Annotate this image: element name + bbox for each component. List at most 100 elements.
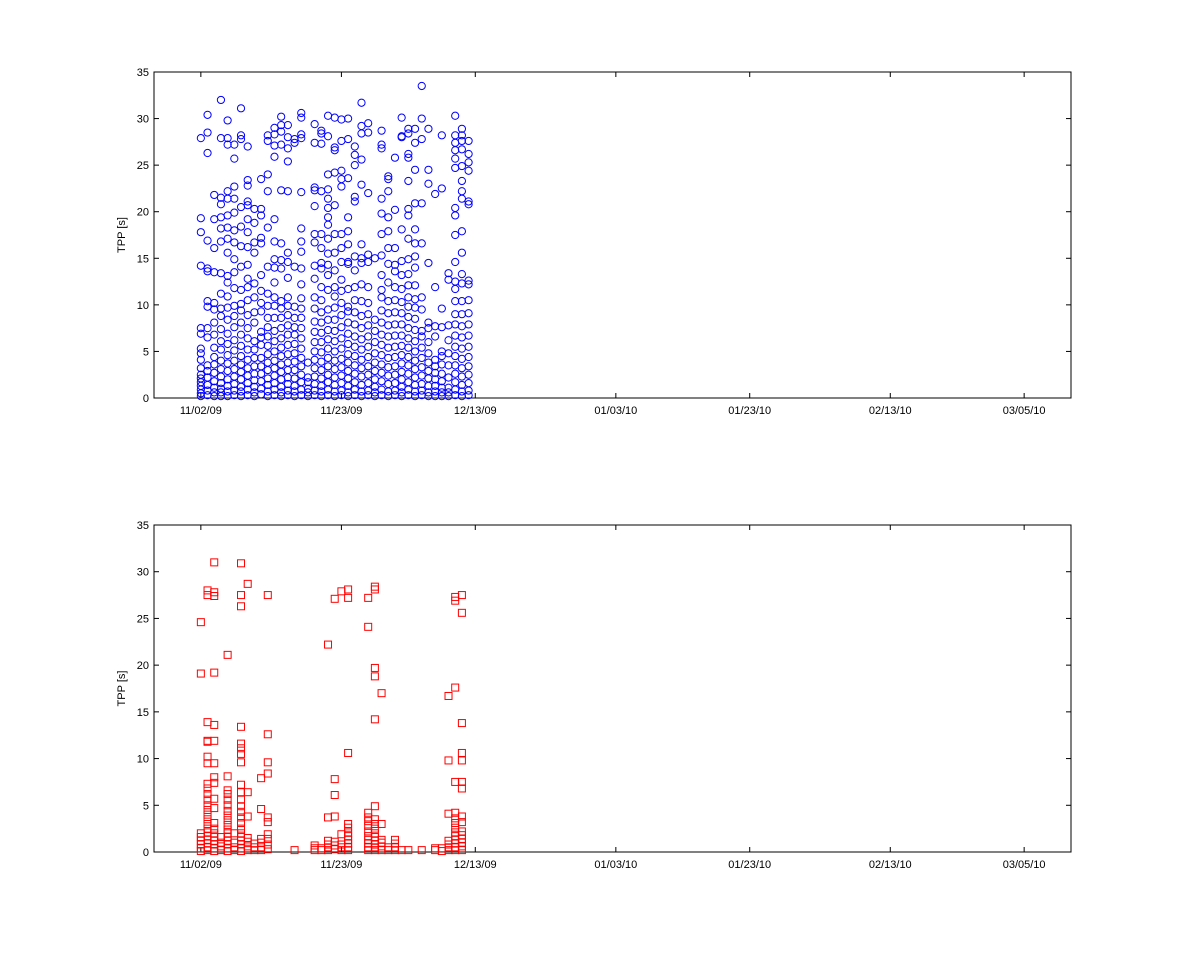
- data-point: [196, 134, 205, 143]
- data-point: [223, 806, 232, 815]
- data-point: [297, 362, 306, 371]
- data-point: [457, 161, 466, 171]
- data-point: [370, 338, 379, 347]
- data-point: [404, 129, 413, 138]
- data-point: [236, 306, 246, 315]
- data-point: [431, 332, 440, 341]
- data-point: [370, 315, 379, 324]
- data-point: [263, 223, 272, 232]
- data-point: [357, 240, 366, 249]
- data-point: [223, 339, 232, 349]
- data-point: [330, 791, 339, 800]
- data-point: [364, 310, 373, 319]
- data-point: [270, 347, 279, 356]
- y-tick-label: 5: [143, 346, 149, 358]
- data-point: [283, 120, 292, 130]
- data-point: [344, 302, 353, 311]
- data-point: [464, 158, 473, 167]
- data-point: [223, 375, 232, 384]
- data-point: [297, 237, 306, 246]
- data-point: [223, 801, 232, 810]
- data-point: [384, 187, 393, 196]
- data-point: [210, 668, 219, 677]
- data-point: [210, 388, 219, 397]
- data-point: [344, 174, 353, 183]
- data-point: [277, 127, 286, 136]
- data-point: [417, 326, 426, 336]
- data-point: [223, 811, 232, 820]
- data-point: [203, 810, 212, 819]
- data-point: [196, 261, 205, 270]
- data-point: [444, 349, 453, 358]
- data-point: [377, 819, 386, 828]
- data-point: [210, 804, 219, 813]
- data-point: [397, 320, 406, 329]
- data-point: [410, 263, 420, 272]
- data-point: [337, 229, 346, 239]
- data-point: [344, 828, 353, 837]
- data-point: [237, 807, 246, 816]
- data-point: [424, 338, 433, 347]
- data-point: [451, 257, 460, 267]
- data-point: [457, 248, 466, 257]
- data-point: [277, 140, 286, 149]
- data-point: [451, 131, 460, 140]
- data-point: [357, 121, 366, 131]
- data-point: [237, 591, 246, 600]
- data-point: [457, 176, 466, 186]
- data-point: [263, 374, 272, 383]
- data-point: [370, 815, 379, 824]
- data-point: [404, 255, 413, 264]
- data-point: [243, 579, 252, 588]
- data-point: [404, 176, 413, 186]
- data-point: [390, 243, 400, 253]
- data-point: [424, 358, 433, 367]
- data-point: [216, 324, 226, 334]
- data-point: [310, 202, 319, 211]
- data-point: [350, 378, 359, 387]
- data-point: [303, 358, 313, 367]
- data-point: [464, 296, 473, 305]
- data-point: [457, 136, 466, 146]
- data-point: [237, 559, 246, 568]
- data-point: [437, 392, 446, 401]
- data-point: [237, 744, 246, 753]
- data-point: [464, 197, 473, 206]
- data-point: [404, 378, 413, 387]
- data-point: [437, 369, 446, 378]
- data-point: [223, 211, 232, 220]
- y-tick-label: 15: [137, 707, 149, 719]
- data-point: [370, 663, 379, 672]
- data-point: [203, 333, 212, 342]
- data-point: [323, 213, 333, 222]
- data-point: [243, 812, 252, 821]
- data-point: [377, 229, 386, 239]
- data-point: [337, 371, 346, 380]
- data-point: [210, 392, 219, 401]
- data-point: [417, 363, 426, 372]
- data-point: [377, 306, 386, 315]
- data-point: [431, 355, 440, 364]
- data-point: [350, 150, 359, 159]
- data-point: [330, 326, 339, 336]
- data-point: [364, 362, 373, 371]
- data-point: [210, 759, 219, 768]
- data-point: [290, 138, 299, 147]
- data-point: [230, 365, 239, 374]
- data-point: [464, 276, 473, 285]
- data-point: [364, 283, 373, 292]
- data-point: [410, 314, 420, 323]
- data-point: [297, 304, 306, 313]
- data-point: [377, 251, 386, 260]
- data-point: [377, 340, 386, 350]
- data-point: [330, 146, 339, 155]
- data-point: [297, 134, 306, 143]
- data-point: [370, 715, 379, 724]
- data-point: [410, 239, 420, 248]
- data-point: [417, 353, 426, 363]
- data-point: [330, 812, 339, 821]
- data-point: [216, 384, 226, 393]
- data-point: [370, 672, 379, 681]
- data-point: [344, 257, 353, 267]
- data-point: [404, 153, 413, 162]
